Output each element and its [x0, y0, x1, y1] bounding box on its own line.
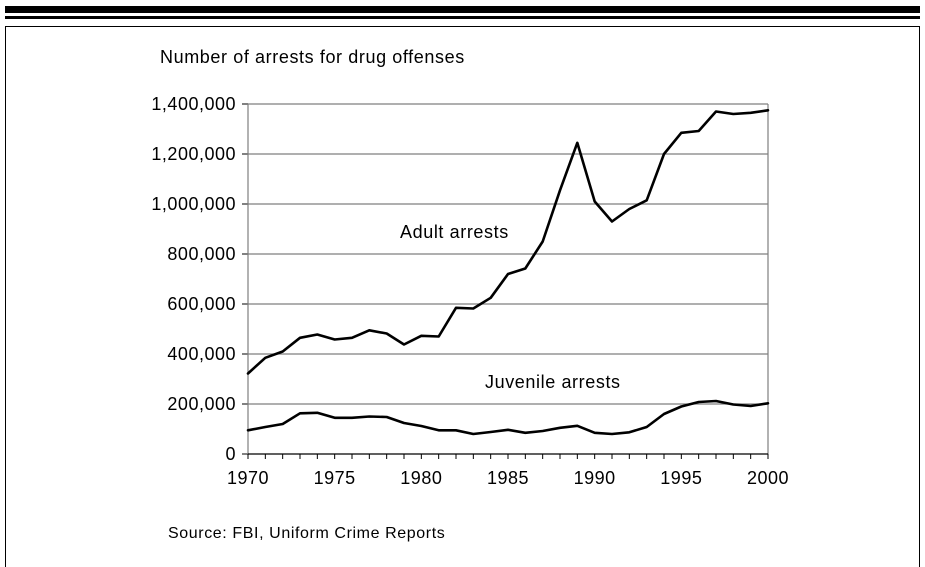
y-tick-labels: 0 200,000 400,000 600,000 800,000 1,000,000 1,…: [151, 94, 236, 464]
x-tick-label: 1970: [227, 468, 269, 488]
x-tick-label: 2000: [747, 468, 789, 488]
x-tick-label: 1975: [314, 468, 356, 488]
x-tick-label: 1995: [660, 468, 702, 488]
y-tick-label: 400,000: [167, 344, 236, 364]
y-tick-label: 200,000: [167, 394, 236, 414]
x-tick-label: 1980: [400, 468, 442, 488]
chart-title: Number of arrests for drug offenses: [160, 47, 465, 67]
y-tick-label: 1,000,000: [151, 194, 236, 214]
figure-frame: [5, 26, 920, 567]
annotation-adult-arrests: Adult arrests: [400, 222, 509, 242]
y-tick-label: 1,200,000: [151, 144, 236, 164]
y-tick-label: 0: [225, 444, 236, 464]
series-line-adult: [246, 109, 770, 375]
y-tick-label: 600,000: [167, 294, 236, 314]
axes: [242, 103, 769, 459]
gridlines: [248, 103, 768, 405]
source-note: Source: FBI, Uniform Crime Reports: [168, 525, 446, 542]
header-rule-thick: [5, 6, 920, 13]
y-tick-label: 800,000: [167, 244, 236, 264]
series-lines: [246, 109, 770, 436]
series-line-juvenile: [246, 399, 770, 436]
x-tick-label: 1985: [487, 468, 529, 488]
header-rule-thin: [5, 16, 920, 19]
x-tick-labels: 1970 1975 1980 1985 1990 1995 2000: [227, 468, 789, 488]
annotation-juvenile-arrests: Juvenile arrests: [485, 372, 621, 392]
x-tick-label: 1990: [574, 468, 616, 488]
y-tick-label: 1,400,000: [151, 94, 236, 114]
